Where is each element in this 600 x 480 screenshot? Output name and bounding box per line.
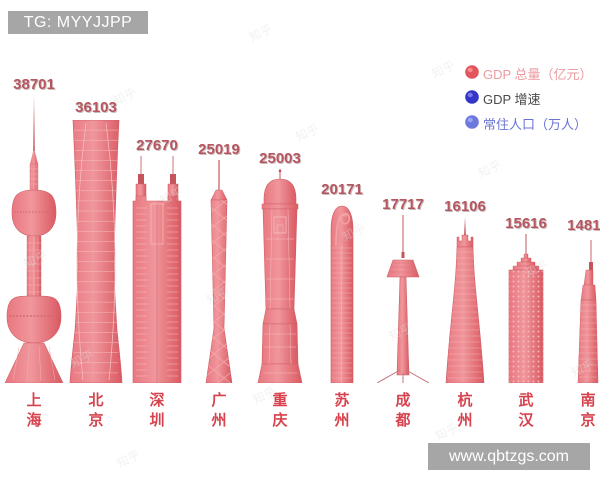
svg-text:知乎: 知乎	[569, 357, 597, 380]
svg-text:知乎: 知乎	[22, 248, 50, 271]
svg-text:知乎: 知乎	[111, 85, 139, 108]
svg-text:知乎: 知乎	[158, 185, 186, 208]
svg-text:知乎: 知乎	[251, 384, 279, 407]
svg-text:知乎: 知乎	[204, 284, 232, 307]
svg-text:知乎: 知乎	[294, 121, 322, 144]
svg-text:知乎: 知乎	[476, 158, 504, 181]
svg-text:知乎: 知乎	[387, 321, 415, 344]
svg-text:知乎: 知乎	[340, 221, 368, 244]
svg-text:知乎: 知乎	[247, 22, 275, 45]
svg-text:知乎: 知乎	[115, 448, 143, 471]
svg-text:知乎: 知乎	[430, 58, 458, 81]
svg-text:知乎: 知乎	[68, 348, 96, 371]
svg-text:知乎: 知乎	[522, 257, 550, 280]
svg-text:知乎: 知乎	[0, 149, 3, 172]
svg-text:知乎: 知乎	[433, 420, 461, 443]
